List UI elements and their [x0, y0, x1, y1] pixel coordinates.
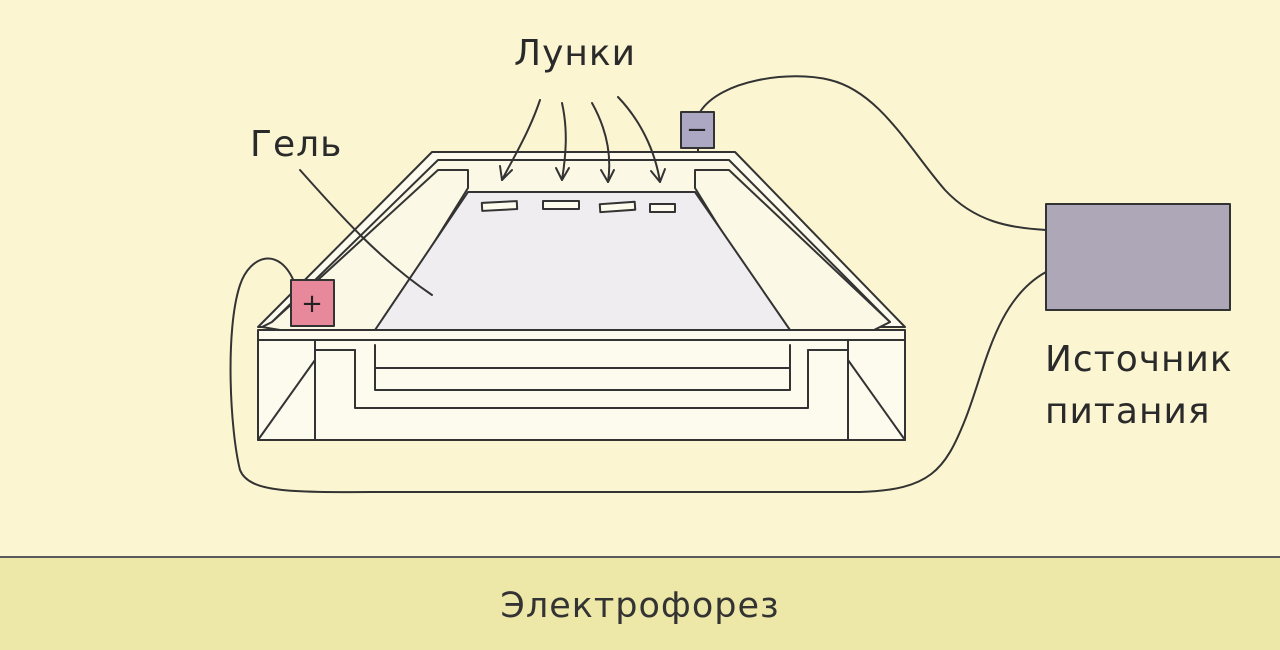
tank-front-face: [257, 329, 906, 441]
footer-bar: Электрофорез: [0, 556, 1280, 650]
gel-pointer-line: [299, 169, 433, 296]
well-1: [480, 200, 519, 212]
gel-label: Гель: [250, 124, 343, 165]
wells-label: Лунки: [514, 33, 637, 74]
wells-arrow-1: [501, 99, 541, 181]
gel-box-illustration: + −: [229, 75, 1231, 494]
well-4: [649, 203, 676, 213]
power-supply-box: [1045, 203, 1231, 311]
negative-electrode: [680, 111, 715, 149]
negative-sign: −: [686, 115, 708, 145]
wells-arrow-4: [617, 96, 661, 183]
power-supply-label-line1: Источник: [1045, 339, 1233, 380]
well-3: [598, 200, 637, 214]
positive-wire: [229, 257, 1047, 494]
well-2: [542, 200, 580, 210]
positive-electrode: [290, 279, 335, 327]
wells-arrow-3: [591, 102, 611, 183]
positive-sign: +: [301, 289, 323, 319]
power-supply-label: Источник питания: [1045, 334, 1233, 438]
negative-wire: [699, 75, 1047, 231]
wells-arrow-2: [561, 102, 567, 181]
power-supply-label-line2: питания: [1045, 391, 1211, 432]
footer-title: Электрофорез: [500, 586, 780, 626]
